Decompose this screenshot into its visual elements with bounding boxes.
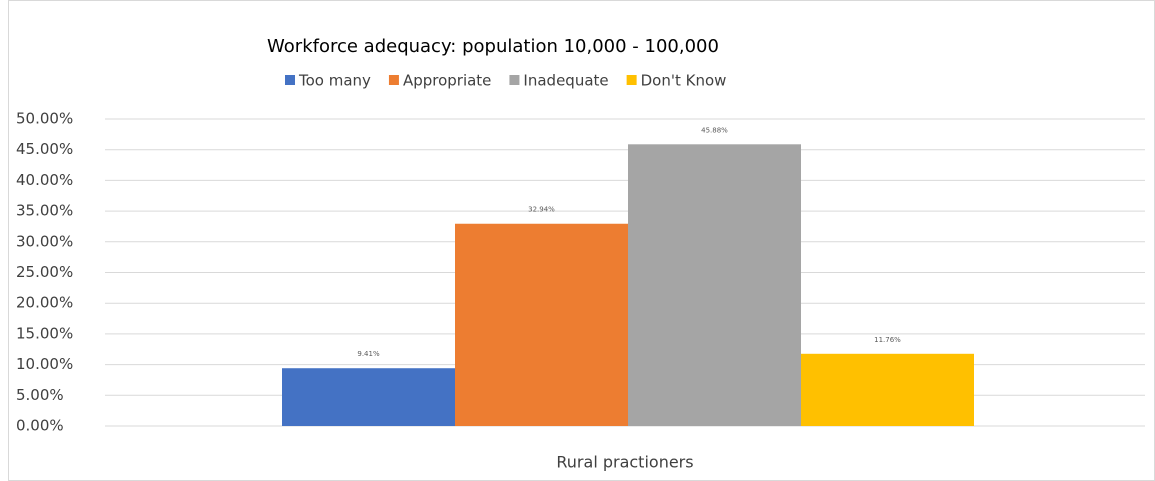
bar bbox=[455, 223, 628, 426]
chart-title: Workforce adequacy: population 10,000 - … bbox=[267, 36, 719, 57]
bar bbox=[801, 353, 974, 426]
legend-swatch bbox=[388, 75, 399, 85]
y-tick-label: 45.00% bbox=[16, 140, 73, 158]
y-tick-label: 15.00% bbox=[16, 324, 73, 342]
legend-swatch bbox=[509, 75, 520, 85]
legend-swatch bbox=[285, 75, 295, 85]
y-tick-label: 10.00% bbox=[16, 355, 73, 373]
legend-label: Too many bbox=[298, 72, 371, 90]
legend-label: Appropriate bbox=[403, 72, 491, 90]
y-tick-label: 50.00% bbox=[16, 110, 73, 128]
bar bbox=[282, 368, 455, 426]
value-label: 11.76% bbox=[874, 336, 901, 344]
value-label: 45.88% bbox=[701, 126, 728, 134]
y-tick-label: 30.00% bbox=[16, 232, 73, 250]
y-tick-label: 25.00% bbox=[16, 263, 73, 281]
legend-label: Don't Know bbox=[641, 72, 727, 90]
y-tick-label: 35.00% bbox=[16, 202, 73, 220]
x-tick-label: Rural practioners bbox=[556, 453, 693, 472]
y-tick-label: 5.00% bbox=[16, 386, 64, 404]
y-tick-label: 20.00% bbox=[16, 294, 73, 312]
bar bbox=[628, 144, 801, 426]
legend-swatch bbox=[626, 75, 637, 85]
legend-label: Inadequate bbox=[523, 72, 608, 90]
value-label: 32.94% bbox=[528, 206, 555, 214]
y-tick-label: 40.00% bbox=[16, 171, 73, 189]
y-tick-label: 0.00% bbox=[16, 417, 64, 435]
value-label: 9.41% bbox=[357, 350, 380, 358]
